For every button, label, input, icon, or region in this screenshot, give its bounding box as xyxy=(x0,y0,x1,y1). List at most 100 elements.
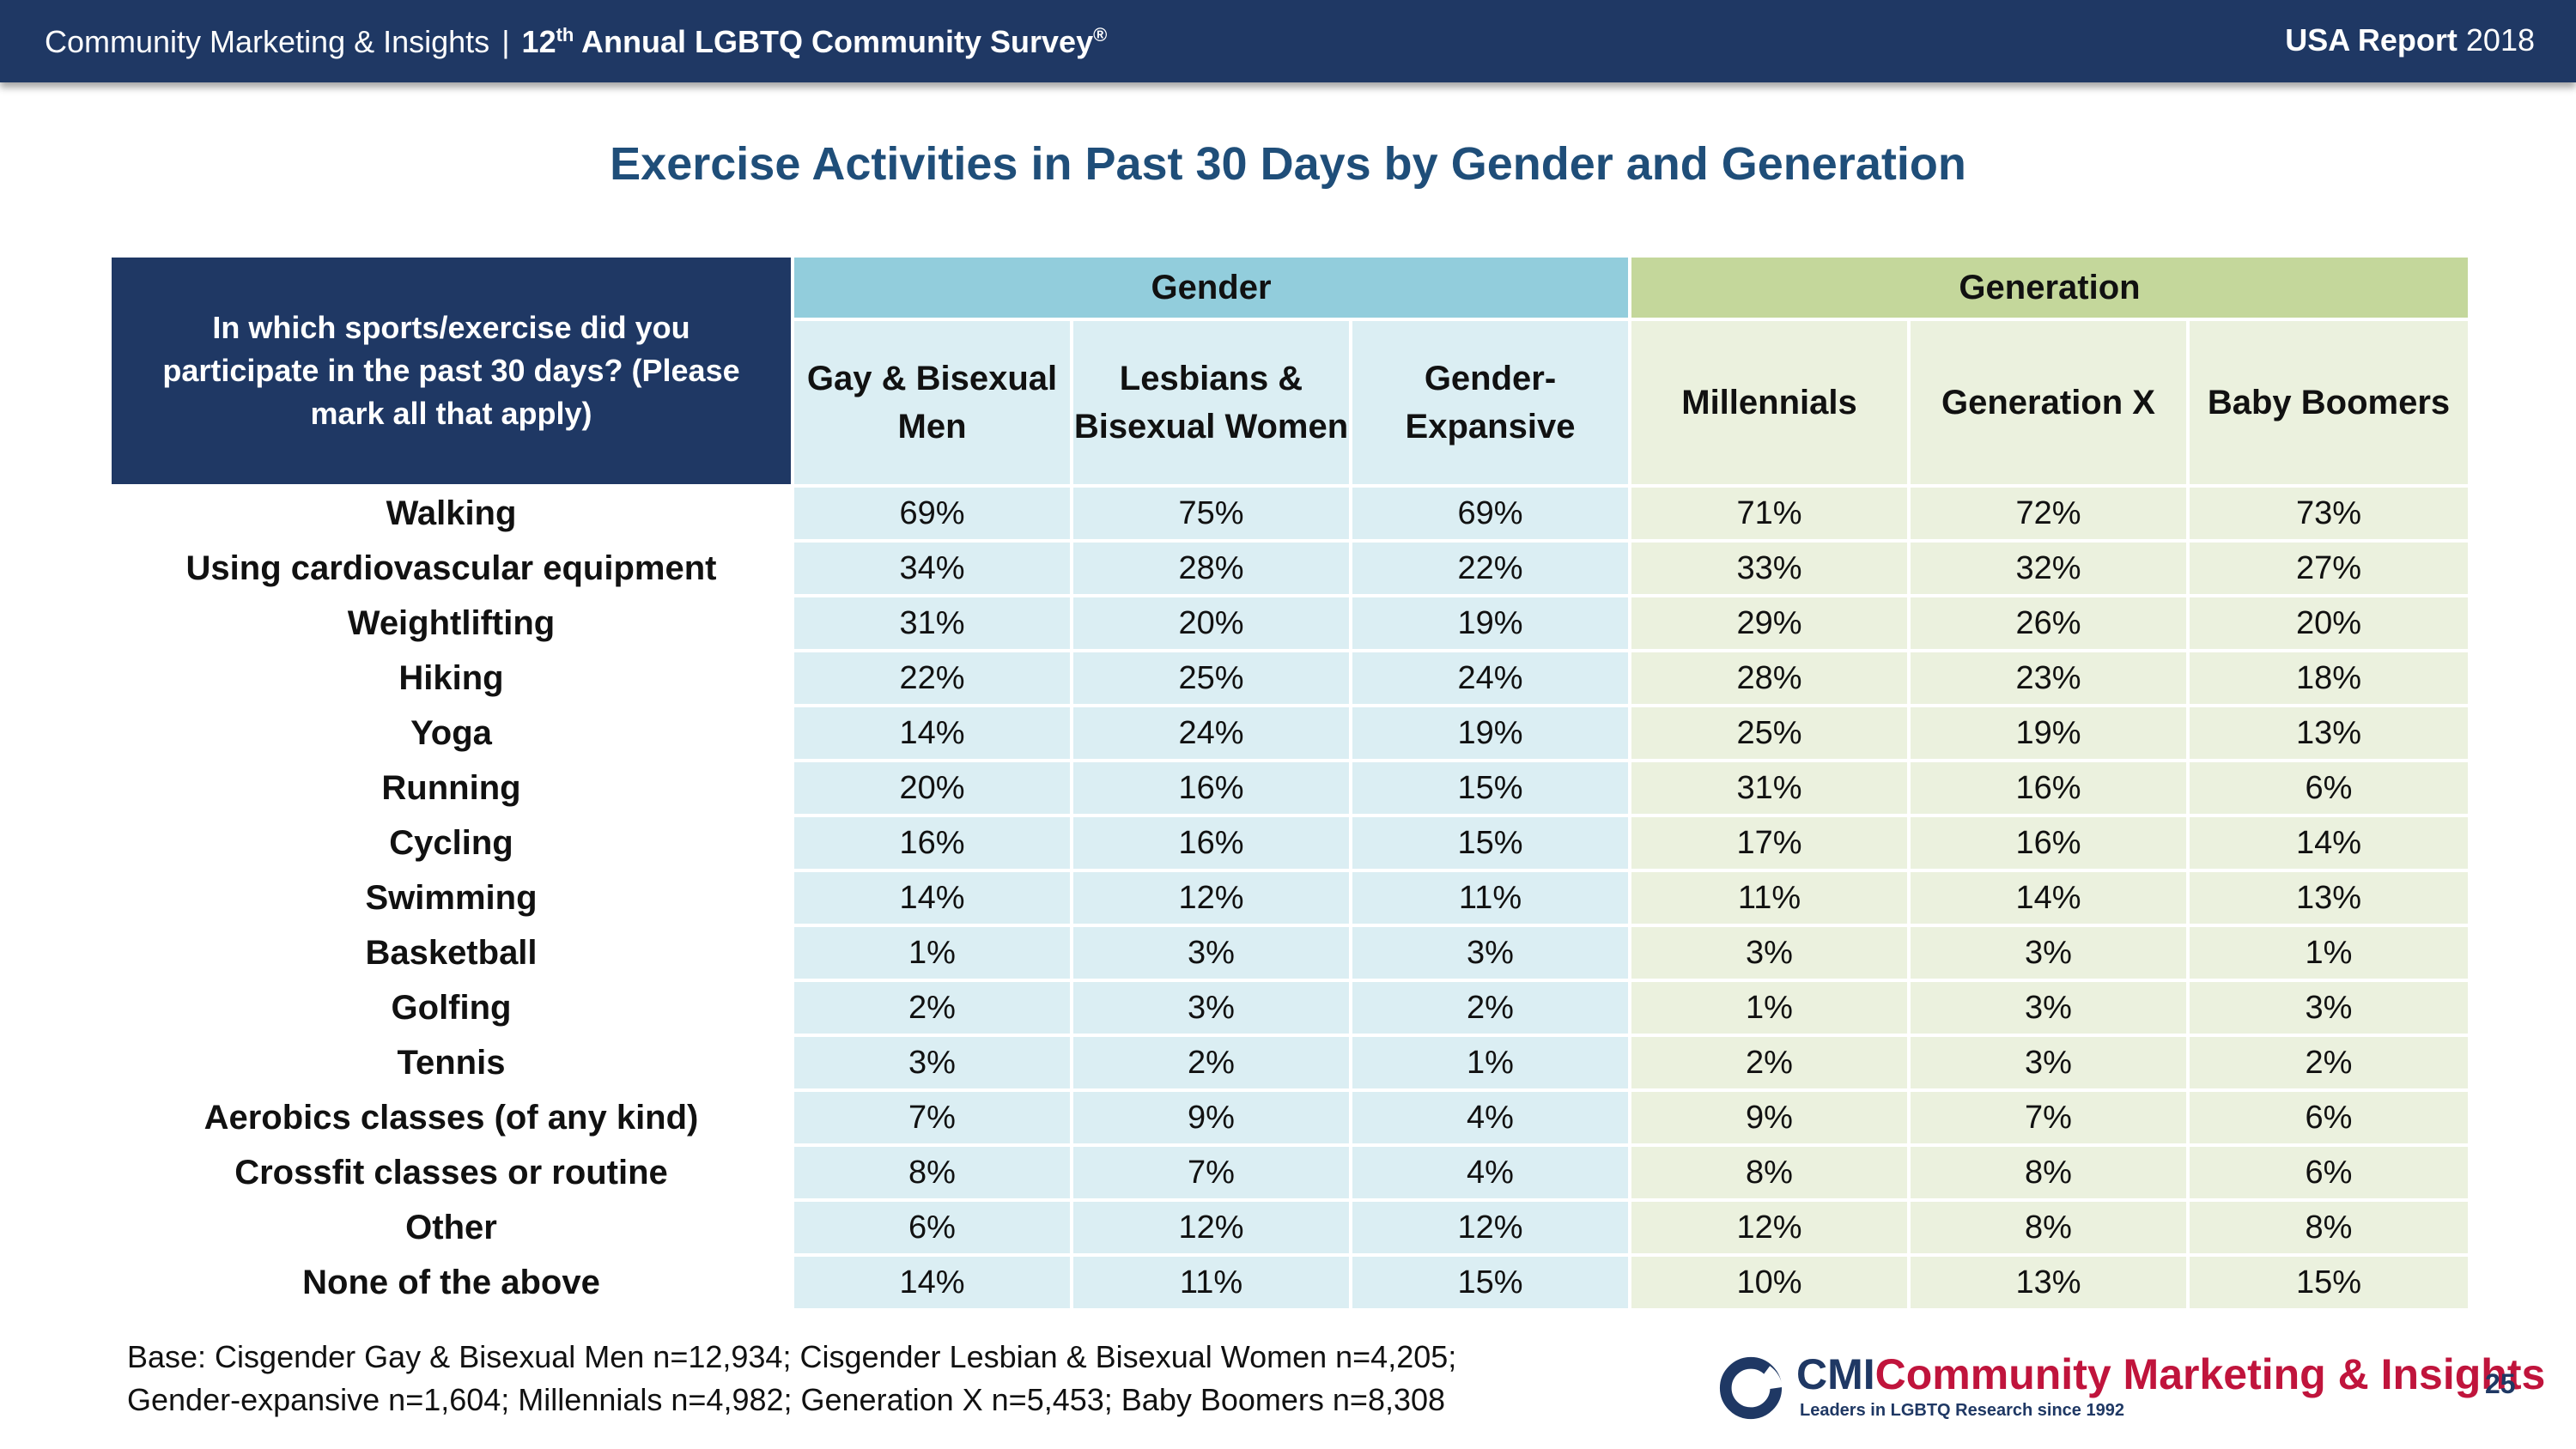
cmi-full-name: Community Marketing & Insights xyxy=(1874,1350,2546,1398)
value-cell: 72% xyxy=(1907,484,2190,543)
value-cell: 19% xyxy=(1349,704,1631,762)
value-cell: 3% xyxy=(1070,924,1352,982)
value-cell: 3% xyxy=(791,1034,1073,1092)
value-cell: 8% xyxy=(1907,1198,2190,1257)
value-cell: 73% xyxy=(2186,484,2471,543)
table-row: Golfing 2% 3% 2% 1% 3% 3% xyxy=(108,979,2471,1037)
value-cell: 2% xyxy=(1628,1034,1911,1092)
table-row: Other 6% 12% 12% 12% 8% 8% xyxy=(108,1198,2471,1257)
value-cell: 13% xyxy=(2186,869,2471,927)
header-right: USA Report 2018 xyxy=(2285,22,2535,58)
value-cell: 12% xyxy=(1070,1198,1352,1257)
value-cell: 3% xyxy=(1349,924,1631,982)
row-label: Swimming xyxy=(108,869,794,927)
row-label: Yoga xyxy=(108,704,794,762)
value-cell: 3% xyxy=(1628,924,1911,982)
row-label: Other xyxy=(108,1198,794,1257)
value-cell: 19% xyxy=(1907,704,2190,762)
value-cell: 8% xyxy=(791,1143,1073,1202)
value-cell: 6% xyxy=(2186,1088,2471,1147)
survey-ordinal: th xyxy=(556,24,574,45)
value-cell: 7% xyxy=(791,1088,1073,1147)
value-cell: 14% xyxy=(791,1253,1073,1312)
value-cell: 15% xyxy=(1349,759,1631,817)
value-cell: 7% xyxy=(1070,1143,1352,1202)
value-cell: 12% xyxy=(1070,869,1352,927)
value-cell: 13% xyxy=(2186,704,2471,762)
survey-title-text: Annual LGBTQ Community Survey xyxy=(581,24,1094,59)
base-note-line: Gender-expansive n=1,604; Millennials n=… xyxy=(127,1382,1446,1417)
table-row: Yoga 14% 24% 19% 25% 19% 13% xyxy=(108,704,2471,762)
column-header: Gender-Expansive xyxy=(1349,318,1631,488)
value-cell: 12% xyxy=(1349,1198,1631,1257)
table-row: Walking 69% 75% 69% 71% 72% 73% xyxy=(108,484,2471,543)
value-cell: 34% xyxy=(791,539,1073,597)
column-header: Millennials xyxy=(1628,318,1911,488)
cmi-logo-text: CMICommunity Marketing & Insights xyxy=(1796,1349,2545,1399)
cmi-tagline: Leaders in LGBTQ Research since 1992 xyxy=(1800,1401,2124,1420)
value-cell: 32% xyxy=(1907,539,2190,597)
value-cell: 15% xyxy=(1349,1253,1631,1312)
value-cell: 20% xyxy=(1070,594,1352,652)
value-cell: 16% xyxy=(791,814,1073,872)
table-row: Crossfit classes or routine 8% 7% 4% 8% 8% 6% xyxy=(108,1143,2471,1202)
question-header: In which sports/exercise did you partici… xyxy=(108,254,794,488)
table-body: Walking 69% 75% 69% 71% 72% 73% Using cardiovas… xyxy=(108,484,2471,1312)
value-cell: 12% xyxy=(1628,1198,1911,1257)
value-cell: 14% xyxy=(2186,814,2471,872)
value-cell: 18% xyxy=(2186,649,2471,707)
value-cell: 15% xyxy=(2186,1253,2471,1312)
value-cell: 15% xyxy=(1349,814,1631,872)
value-cell: 3% xyxy=(1907,1034,2190,1092)
row-label: Cycling xyxy=(108,814,794,872)
value-cell: 19% xyxy=(1349,594,1631,652)
survey-number: 12 xyxy=(521,24,556,59)
cmi-logo-ring-icon xyxy=(1719,1356,1783,1420)
value-cell: 2% xyxy=(1070,1034,1352,1092)
base-note-line: Base: Cisgender Gay & Bisexual Men n=12,… xyxy=(127,1339,1457,1374)
table-row: Hiking 22% 25% 24% 28% 23% 18% xyxy=(108,649,2471,707)
value-cell: 29% xyxy=(1628,594,1911,652)
row-label: Walking xyxy=(108,484,794,543)
value-cell: 1% xyxy=(1628,979,1911,1037)
page-number: 25 xyxy=(2485,1368,2516,1399)
value-cell: 16% xyxy=(1070,759,1352,817)
value-cell: 11% xyxy=(1628,869,1911,927)
row-label: Basketball xyxy=(108,924,794,982)
value-cell: 1% xyxy=(1349,1034,1631,1092)
registered-mark: ® xyxy=(1093,24,1108,45)
value-cell: 8% xyxy=(1907,1143,2190,1202)
value-cell: 11% xyxy=(1349,869,1631,927)
value-cell: 7% xyxy=(1907,1088,2190,1147)
value-cell: 10% xyxy=(1628,1253,1911,1312)
value-cell: 25% xyxy=(1070,649,1352,707)
value-cell: 23% xyxy=(1907,649,2190,707)
value-cell: 3% xyxy=(1907,924,2190,982)
column-header: Gay & Bisexual Men xyxy=(791,318,1073,488)
value-cell: 69% xyxy=(1349,484,1631,543)
value-cell: 31% xyxy=(791,594,1073,652)
table-row: Using cardiovascular equipment 34% 28% 22% 3… xyxy=(108,539,2471,597)
value-cell: 8% xyxy=(1628,1143,1911,1202)
value-cell: 6% xyxy=(2186,1143,2471,1202)
row-label: Using cardiovascular equipment xyxy=(108,539,794,597)
value-cell: 14% xyxy=(791,704,1073,762)
value-cell: 71% xyxy=(1628,484,1911,543)
column-header: Generation X xyxy=(1907,318,2190,488)
row-label: Aerobics classes (of any kind) xyxy=(108,1088,794,1147)
value-cell: 22% xyxy=(791,649,1073,707)
row-label: Crossfit classes or routine xyxy=(108,1143,794,1202)
report-label: USA Report xyxy=(2285,22,2458,58)
value-cell: 2% xyxy=(2186,1034,2471,1092)
base-note: Base: Cisgender Gay & Bisexual Men n=12,… xyxy=(127,1336,1456,1422)
table-row: Cycling 16% 16% 15% 17% 16% 14% xyxy=(108,814,2471,872)
value-cell: 4% xyxy=(1349,1088,1631,1147)
row-label: Weightlifting xyxy=(108,594,794,652)
value-cell: 27% xyxy=(2186,539,2471,597)
value-cell: 20% xyxy=(791,759,1073,817)
survey-title: 12th Annual LGBTQ Community Survey® xyxy=(522,24,1108,59)
row-label: Golfing xyxy=(108,979,794,1037)
table-row: Weightlifting 31% 20% 19% 29% 26% 20% xyxy=(108,594,2471,652)
header-separator: | xyxy=(501,24,510,59)
value-cell: 3% xyxy=(1070,979,1352,1037)
